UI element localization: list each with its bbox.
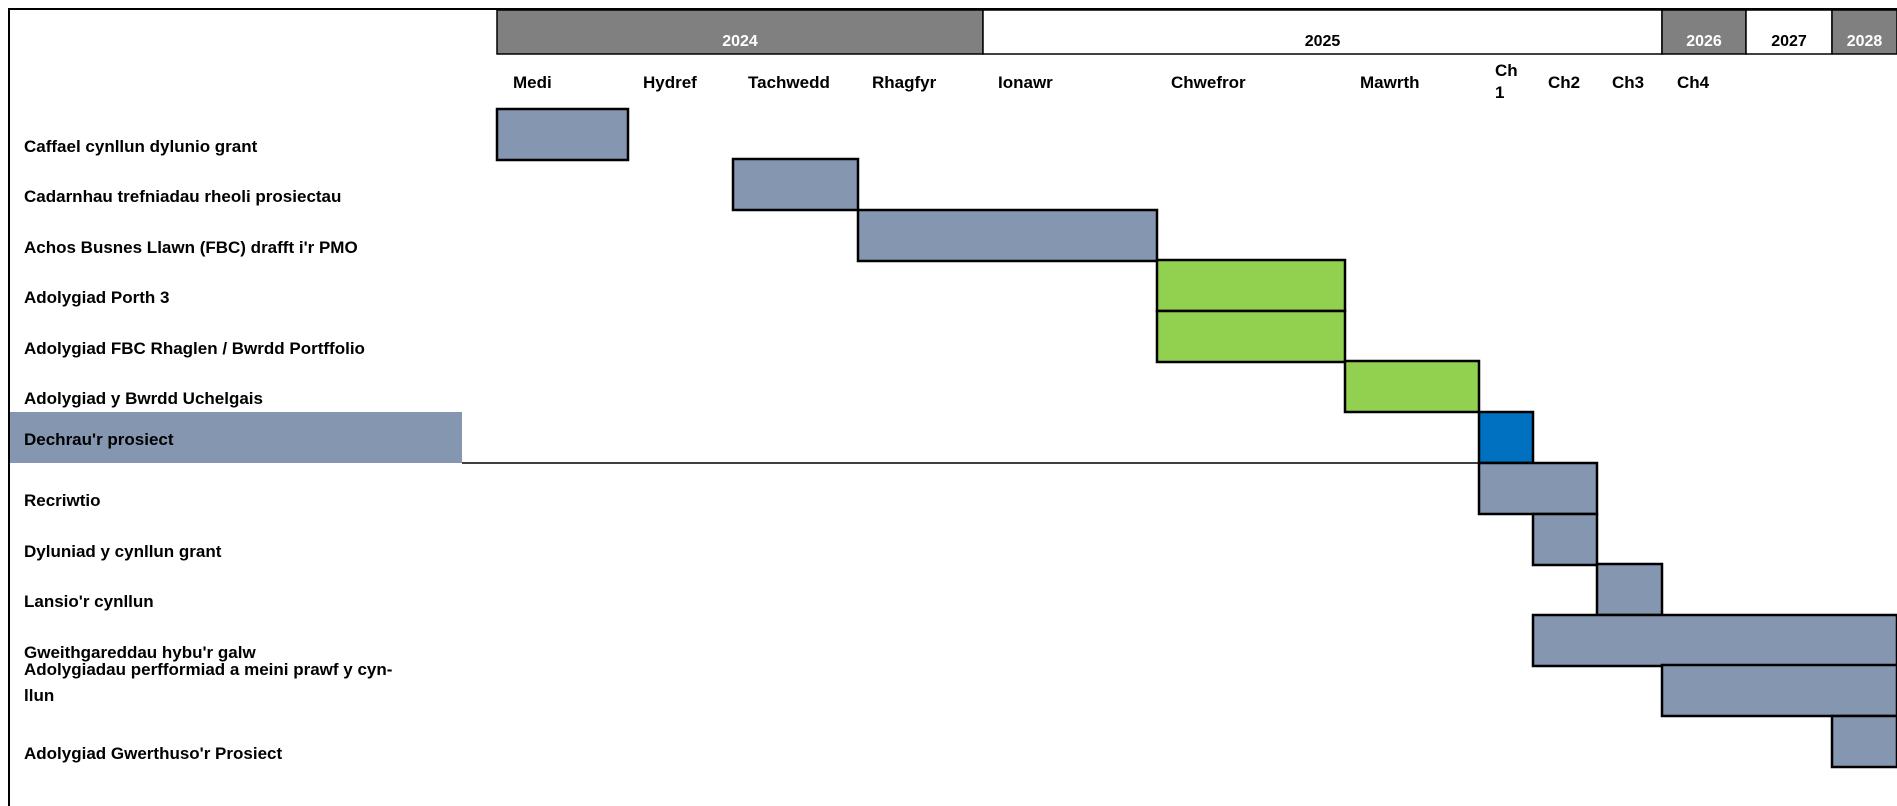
task-label-10: Lansio'r cynllun (24, 592, 154, 611)
task-bar-1 (495, 107, 630, 162)
year-label-2028: 2028 (1847, 33, 1883, 50)
task-bar-11 (1531, 613, 1897, 668)
task-bar-13 (1830, 714, 1897, 769)
task-bar-3 (856, 208, 1159, 263)
task-label-9: Dyluniad y cynllun grant (24, 542, 222, 561)
task-bar-8 (1477, 461, 1599, 516)
task-label-11: Gweithgareddau hybu'r galw (24, 643, 256, 662)
task-label-2: Cadarnhau trefniadau rheoli prosiectau (24, 187, 341, 206)
task-bar-10 (1595, 562, 1664, 617)
task-bar-4 (1155, 258, 1347, 313)
task-label-3: Achos Busnes Llawn (FBC) drafft i'r PMO (24, 238, 358, 257)
period-label-ionawr: Ionawr (998, 73, 1053, 92)
highlight-row-bg (10, 412, 462, 463)
task-label-5: Adolygiad FBC Rhaglen / Bwrdd Portffolio (24, 339, 365, 358)
year-label-2024: 2024 (722, 33, 758, 50)
year-label-2027: 2027 (1771, 33, 1807, 50)
period-label-ch-1: Ch 1 (1495, 61, 1518, 102)
period-label-medi: Medi (513, 73, 552, 92)
task-label-13: Adolygiad Gwerthuso'r Prosiect (24, 744, 282, 763)
period-label-ch4: Ch4 (1677, 73, 1710, 92)
task-bar-5 (1155, 309, 1347, 364)
year-cell-2028 (1831, 9, 1897, 55)
year-cell-2026 (1661, 9, 1747, 55)
period-label-hydref: Hydref (643, 73, 697, 92)
chart-frame (8, 8, 1897, 806)
task-label-7: Dechrau'r prosiect (24, 430, 174, 449)
task-label-6: Adolygiad y Bwrdd Uchelgais (24, 389, 263, 408)
task-label-4: Adolygiad Porth 3 (24, 288, 169, 307)
task-bar-7 (1477, 410, 1535, 465)
task-bar-2 (731, 157, 860, 212)
period-label-ch2: Ch2 (1548, 73, 1580, 92)
period-label-rhagfyr: Rhagfyr (872, 73, 937, 92)
year-label-2026: 2026 (1686, 33, 1722, 50)
task-label-8: Recriwtio (24, 491, 101, 510)
period-label-chwefror: Chwefror (1171, 73, 1246, 92)
period-label-ch3: Ch3 (1612, 73, 1644, 92)
period-label-tachwedd: Tachwedd (748, 73, 830, 92)
period-label-mawrth: Mawrth (1360, 73, 1420, 92)
task-bar-6 (1343, 359, 1481, 414)
year-label-2025: 2025 (1305, 33, 1341, 50)
year-cell-2024 (496, 9, 984, 55)
year-cell-2025 (982, 9, 1663, 55)
year-cell-2027 (1745, 9, 1833, 55)
task-label-12: Adolygiadau perfformiad a meini prawf y … (24, 660, 392, 705)
task-label-1: Caffael cynllun dylunio grant (24, 137, 258, 156)
task-bar-12 (1660, 663, 1897, 718)
task-bar-9 (1531, 512, 1599, 567)
